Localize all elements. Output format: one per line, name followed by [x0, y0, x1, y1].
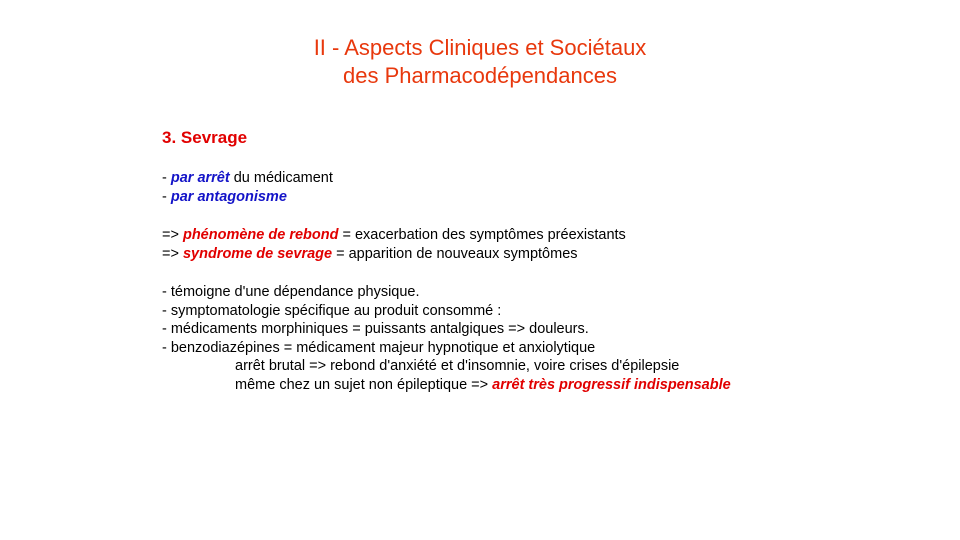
cause-prefix: -: [162, 170, 171, 186]
definition-rest: = apparition de nouveaux symptômes: [332, 245, 578, 262]
cause-item-antagonism: - par antagonisme: [162, 188, 731, 207]
benzo-detail-line-2: même chez un sujet non épileptique => ar…: [162, 376, 731, 395]
definition-withdrawal: => syndrome de sevrage = apparition de n…: [162, 245, 731, 264]
note-item: - benzodiazépines = médicament majeur hy…: [162, 339, 596, 356]
slide-title: II - Aspects Cliniques et Sociétaux des …: [0, 34, 960, 90]
spacer: [162, 263, 731, 283]
cause-keyword: par antagonisme: [170, 188, 287, 205]
cause-rest: du médicament: [229, 170, 333, 186]
cause-keyword: par arrêt: [170, 170, 230, 186]
section-heading: 3. Sevrage: [162, 128, 248, 147]
definition-prefix: =>: [162, 227, 183, 243]
definition-keyword: phénomène de rebond: [182, 227, 339, 243]
note-item: - médicaments morphiniques = puissants a…: [162, 321, 589, 337]
benzo-detail-line-1: arrêt brutal => rebond d'anxiété et d'in…: [235, 358, 680, 374]
definition-keyword: syndrome de sevrage: [182, 245, 333, 262]
slide-content: 3. Sevrage - par arrêt du médicament - p…: [162, 127, 731, 394]
definition-prefix: =>: [162, 245, 183, 262]
note-item: - témoigne d'une dépendance physique.: [162, 284, 420, 300]
cause-prefix: -: [162, 188, 171, 205]
benzo-detail-prefix: même chez un sujet non épileptique =>: [235, 376, 493, 393]
note-item: - symptomatologie spécifique au produit …: [162, 302, 502, 319]
definition-rest: = exacerbation des symptômes préexistant…: [338, 227, 626, 243]
definition-rebound: => phénomène de rebond = exacerbation de…: [162, 226, 731, 245]
cause-item-stop: - par arrêt du médicament: [162, 169, 731, 188]
spacer: [162, 206, 731, 226]
title-line-2: des Pharmacodépendances: [343, 63, 617, 88]
benzo-detail-keyword: arrêt très progressif indispensable: [492, 376, 731, 393]
title-line-1: II - Aspects Cliniques et Sociétaux: [313, 35, 647, 60]
